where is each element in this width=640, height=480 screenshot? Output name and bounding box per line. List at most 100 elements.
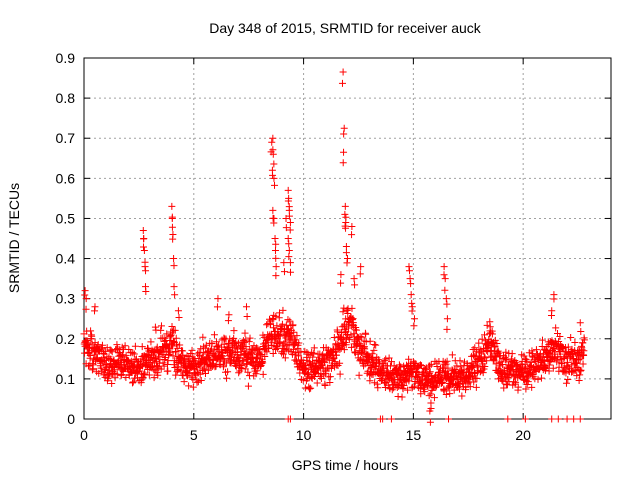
data-point bbox=[139, 226, 147, 234]
data-point bbox=[575, 377, 583, 385]
data-point bbox=[553, 356, 561, 364]
data-point bbox=[361, 345, 369, 353]
data-point bbox=[129, 378, 137, 386]
data-point bbox=[483, 321, 491, 329]
data-point bbox=[259, 359, 267, 367]
plot-frame bbox=[83, 57, 612, 420]
data-point bbox=[443, 315, 451, 323]
data-point bbox=[339, 159, 347, 167]
data-point bbox=[289, 321, 297, 329]
data-point bbox=[343, 306, 351, 314]
data-point bbox=[97, 364, 105, 372]
data-point bbox=[439, 378, 447, 386]
data-point bbox=[174, 366, 182, 374]
data-point bbox=[130, 350, 138, 358]
data-point bbox=[271, 181, 279, 189]
data-point bbox=[475, 339, 483, 347]
data-point bbox=[244, 382, 252, 390]
data-point bbox=[101, 347, 109, 355]
data-point bbox=[350, 275, 358, 283]
data-point bbox=[492, 353, 500, 361]
data-point bbox=[193, 378, 201, 386]
data-point bbox=[98, 345, 106, 353]
data-point bbox=[121, 342, 129, 350]
data-point bbox=[197, 377, 205, 385]
data-point bbox=[243, 360, 251, 368]
data-point bbox=[214, 295, 222, 303]
data-point bbox=[310, 344, 318, 352]
data-point bbox=[510, 373, 518, 381]
y-tick-label: 0 bbox=[67, 411, 75, 427]
data-point bbox=[286, 317, 294, 325]
data-point bbox=[472, 383, 480, 391]
data-point bbox=[577, 366, 585, 374]
data-point bbox=[241, 329, 249, 337]
data-point bbox=[410, 382, 418, 390]
data-point bbox=[129, 349, 137, 357]
data-point bbox=[122, 351, 130, 359]
data-point bbox=[356, 332, 364, 340]
data-point bbox=[254, 355, 262, 363]
data-point bbox=[576, 319, 584, 327]
data-point bbox=[502, 348, 510, 356]
data-point bbox=[176, 341, 184, 349]
data-point bbox=[159, 359, 167, 367]
data-point bbox=[195, 351, 203, 359]
data-point bbox=[145, 371, 153, 379]
data-point bbox=[483, 357, 491, 365]
data-point bbox=[538, 336, 546, 344]
data-point bbox=[230, 334, 238, 342]
data-point bbox=[272, 272, 280, 280]
data-point bbox=[201, 369, 209, 377]
data-point bbox=[180, 378, 188, 386]
data-point bbox=[576, 371, 584, 379]
data-point bbox=[536, 365, 544, 373]
data-point bbox=[160, 362, 168, 370]
data-point bbox=[119, 368, 127, 376]
data-point bbox=[253, 344, 261, 352]
y-tick-label: 0.4 bbox=[56, 251, 76, 267]
data-point bbox=[362, 338, 370, 346]
data-point bbox=[242, 336, 250, 344]
data-point bbox=[136, 367, 144, 375]
data-point bbox=[94, 346, 102, 354]
data-point bbox=[174, 307, 182, 315]
data-point bbox=[289, 345, 297, 353]
data-point bbox=[498, 361, 506, 369]
data-point bbox=[269, 134, 277, 142]
data-point bbox=[486, 347, 494, 355]
data-point bbox=[426, 418, 434, 426]
data-point bbox=[326, 373, 334, 381]
data-point bbox=[348, 304, 356, 312]
data-point bbox=[212, 362, 220, 370]
data-point bbox=[150, 366, 158, 374]
data-point bbox=[331, 358, 339, 366]
data-point bbox=[563, 415, 571, 423]
data-point bbox=[473, 362, 481, 370]
data-point bbox=[397, 363, 405, 371]
data-point bbox=[269, 316, 277, 324]
data-point bbox=[567, 334, 575, 342]
data-point bbox=[98, 341, 106, 349]
data-point bbox=[504, 415, 512, 423]
data-point bbox=[82, 305, 90, 313]
data-point bbox=[238, 362, 246, 370]
data-point bbox=[523, 357, 531, 365]
data-point bbox=[272, 240, 280, 248]
data-point bbox=[481, 362, 489, 370]
data-point bbox=[249, 353, 257, 361]
data-point bbox=[545, 367, 553, 375]
data-point bbox=[374, 384, 382, 392]
data-point bbox=[285, 253, 293, 261]
data-point bbox=[285, 240, 293, 248]
data-point bbox=[450, 386, 458, 394]
data-point bbox=[164, 360, 172, 368]
data-point bbox=[230, 327, 238, 335]
data-point bbox=[456, 357, 464, 365]
data-point bbox=[299, 376, 307, 384]
data-point bbox=[309, 353, 317, 361]
data-point bbox=[187, 350, 195, 358]
data-point bbox=[286, 218, 294, 226]
data-point bbox=[379, 415, 387, 423]
